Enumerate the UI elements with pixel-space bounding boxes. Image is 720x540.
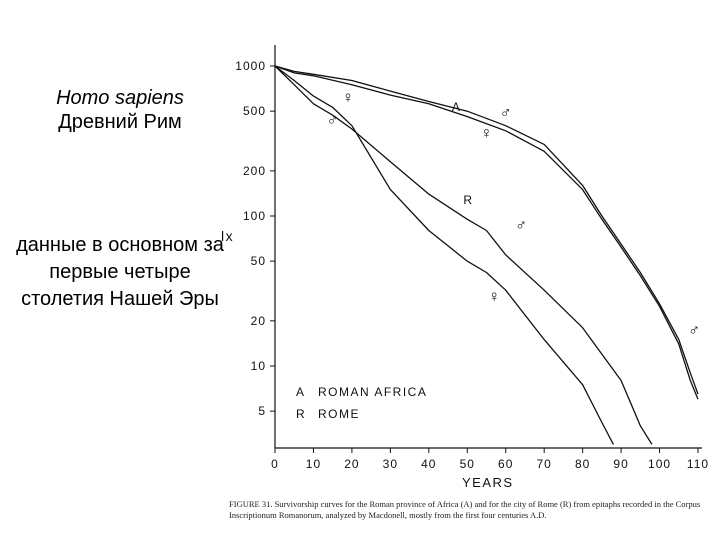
curve-label: A [452, 100, 462, 114]
x-tick-label: 30 [383, 457, 398, 471]
y-tick-label: 1000 [235, 59, 266, 73]
series-line [274, 65, 699, 400]
y-tick-label: 5 [258, 404, 266, 418]
data-note: данные в основном за первые четыре столе… [16, 234, 224, 310]
legend-text-r: ROME [318, 407, 360, 421]
y-tick-label: 50 [251, 254, 266, 268]
x-tick-label: 10 [306, 457, 321, 471]
series-lines [274, 65, 699, 445]
x-tick-label: 80 [575, 457, 590, 471]
y-tick-label: 500 [243, 104, 266, 118]
y-tick-label: 20 [251, 314, 266, 328]
x-tick-label: 40 [421, 457, 436, 471]
curve-label: R [463, 193, 473, 207]
sex-symbol: ♀ [488, 288, 500, 305]
series-line [274, 65, 614, 445]
y-tick-label: 10 [251, 359, 266, 373]
x-tick-label: 60 [498, 457, 513, 471]
curve-annotations: ♀♂A ♂♀R♂♀♂ [327, 90, 700, 340]
y-tick-label: 100 [243, 209, 266, 223]
legend-text-a: ROMAN AFRICA [318, 385, 427, 399]
legend-key-a: A [296, 385, 306, 399]
sex-symbol: ♂ [515, 218, 527, 235]
x-tick-label: 0 [271, 457, 279, 471]
survivorship-chart: 1000 500 200 100 50 20 10 5 0 10 20 30 40 50 60 70 80 90… [221, 45, 709, 490]
x-axis-label: YEARS [462, 475, 514, 490]
legend-key-r: R [296, 407, 306, 421]
sex-symbol: ♀ [481, 125, 493, 142]
figure-caption: FIGURE 31. Survivorship curves for the R… [229, 499, 701, 520]
sex-symbol: ♀ [342, 90, 354, 107]
x-tick-label: 70 [537, 457, 552, 471]
x-tick-label: 90 [613, 457, 628, 471]
y-tick-label: 200 [243, 164, 266, 178]
legend: A ROMAN AFRICA R ROME [296, 385, 427, 421]
series-line [274, 65, 653, 445]
y-axis-label: lx [221, 228, 234, 244]
series-line [274, 65, 699, 395]
x-tick-label: 50 [460, 457, 475, 471]
y-ticks: 1000 500 200 100 50 20 10 5 [235, 59, 275, 418]
x-tick-label: 100 [648, 457, 671, 471]
x-ticks: 0 10 20 30 40 50 60 70 80 90 100 110 [271, 448, 709, 471]
sex-symbol: ♂ [327, 113, 339, 130]
sex-symbol: ♂ [500, 105, 512, 122]
sex-symbol: ♂ [688, 322, 700, 339]
title-ancient-rome: Древний Рим [58, 111, 182, 133]
x-tick-label: 110 [687, 457, 709, 471]
x-tick-label: 20 [344, 457, 359, 471]
left-title: Homo sapiens Древний Рим [20, 86, 220, 134]
species-name: Homo sapiens [56, 87, 184, 109]
